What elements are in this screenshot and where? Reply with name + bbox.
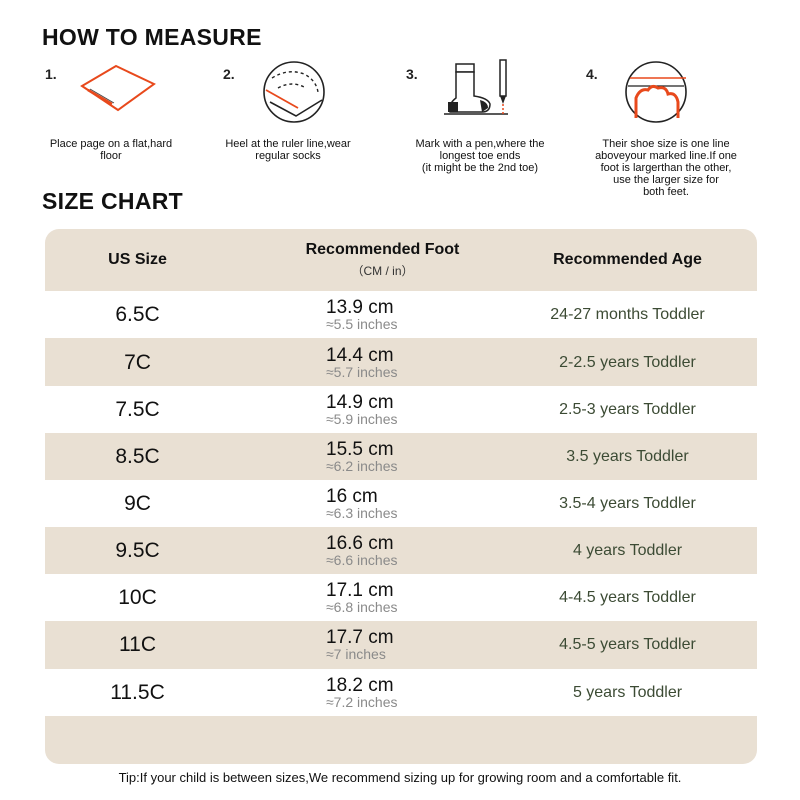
row-age: 24-27 months Toddler	[550, 305, 705, 323]
header-foot-units: （CM / in）	[351, 264, 414, 278]
header-recommended-foot: Recommended Foot （CM / in）	[230, 229, 535, 291]
row-inch: ≈7 inches	[326, 645, 386, 662]
row-inch: ≈7.2 inches	[326, 693, 398, 710]
header-foot-label: Recommended Foot	[305, 241, 460, 258]
table-row: 9C 16 cm ≈6.3 inches 3.5-4 years Toddler	[45, 480, 757, 527]
step-text: Heel at the ruler line,wear regular sock…	[225, 138, 351, 162]
row-cm: 16 cm	[326, 485, 378, 507]
row-cm: 13.9 cm	[326, 296, 394, 318]
row-age: 3.5 years Toddler	[566, 447, 689, 465]
table-row: 8.5C 15.5 cm ≈6.2 inches 3.5 years Toddle…	[45, 433, 757, 480]
row-size: 11.5C	[110, 680, 165, 704]
header-age-label: Recommended Age	[553, 251, 702, 268]
row-size: 6.5C	[115, 302, 160, 326]
table-header: US Size Recommended Foot （CM / in） Recom…	[45, 229, 757, 291]
row-inch: ≈5.9 inches	[326, 410, 398, 427]
row-cm: 16.6 cm	[326, 532, 394, 554]
step-number: 1.	[45, 66, 57, 82]
step-2: 2. Heel at the ruler line,wear regular s…	[198, 58, 378, 198]
row-age: 3.5-4 years Toddler	[559, 494, 696, 512]
header-us-size: US Size	[45, 229, 230, 291]
row-inch: ≈5.7 inches	[326, 363, 398, 380]
row-size: 9C	[124, 491, 151, 515]
heel-on-line-icon	[258, 58, 338, 130]
step-number: 2.	[223, 66, 235, 82]
sock-and-pen-icon	[438, 58, 518, 130]
table-row: 10C 17.1 cm ≈6.8 inches 4-4.5 years Toddl…	[45, 574, 757, 621]
row-inch: ≈6.8 inches	[326, 598, 398, 615]
row-size: 8.5C	[115, 444, 160, 468]
row-size: 7.5C	[115, 397, 160, 421]
row-cm: 18.2 cm	[326, 674, 394, 696]
row-age: 4 years Toddler	[572, 541, 683, 559]
header-recommended-age: Recommended Age	[510, 229, 745, 291]
step-1: 1. Place page on a flat,hard floor	[21, 58, 201, 198]
table-row: 11C 17.7 cm ≈7 inches 4.5-5 years Toddler	[45, 621, 757, 668]
row-size: 9.5C	[115, 538, 160, 562]
how-to-measure-title: HOW TO MEASURE	[42, 24, 262, 50]
row-age: 5 years Toddler	[572, 683, 683, 701]
table-row: 11.5C 18.2 cm ≈7.2 inches 5 years Toddler	[45, 669, 757, 716]
paper-sheet-icon	[76, 58, 156, 130]
row-cm: 17.1 cm	[326, 579, 394, 601]
row-size: 7C	[124, 350, 151, 374]
step-4: 4. Their shoe size is one line aboveyour…	[582, 58, 762, 198]
step-number: 3.	[406, 66, 418, 82]
row-cm: 17.7 cm	[326, 626, 394, 648]
row-age: 4-4.5 years Toddler	[559, 588, 696, 606]
row-cm: 14.9 cm	[326, 391, 394, 413]
table-row: 6.5C 13.9 cm ≈5.5 inches 24-27 months Tod…	[45, 291, 757, 338]
measure-steps: 1. Place page on a flat,hard floor 2. He…	[0, 58, 800, 198]
table-row: 7C 14.4 cm ≈5.7 inches 2-2.5 years Toddle…	[45, 339, 757, 386]
step-3: 3. Mark with a pen,where the longest toe…	[390, 58, 570, 198]
header-us-size-label: US Size	[108, 251, 167, 268]
row-size: 11C	[119, 632, 156, 656]
table-row: 7.5C 14.9 cm ≈5.9 inches 2.5-3 years Todd…	[45, 386, 757, 433]
row-inch: ≈5.5 inches	[326, 315, 398, 332]
step-text: Place page on a flat,hard floor	[49, 138, 173, 162]
row-size: 10C	[118, 585, 157, 609]
row-cm: 14.4 cm	[326, 344, 394, 366]
row-inch: ≈6.3 inches	[326, 504, 398, 521]
row-inch: ≈6.2 inches	[326, 457, 398, 474]
table-row: 9.5C 16.6 cm ≈6.6 inches 4 years Toddler	[45, 527, 757, 574]
size-chart-table: US Size Recommended Foot （CM / in） Recom…	[45, 229, 757, 764]
row-age: 4.5-5 years Toddler	[559, 635, 696, 653]
row-inch: ≈6.6 inches	[326, 551, 398, 568]
step-text: Mark with a pen,where the longest toe en…	[415, 138, 545, 174]
step-number: 4.	[586, 66, 598, 82]
sizing-tip: Tip:If your child is between sizes,We re…	[118, 770, 682, 785]
row-age: 2.5-3 years Toddler	[559, 400, 696, 418]
row-cm: 15.5 cm	[326, 438, 394, 460]
toe-lines-icon	[622, 58, 702, 130]
size-chart-title: SIZE CHART	[42, 188, 183, 214]
row-age: 2-2.5 years Toddler	[559, 353, 696, 371]
step-text: Their shoe size is one line aboveyour ma…	[595, 138, 737, 198]
